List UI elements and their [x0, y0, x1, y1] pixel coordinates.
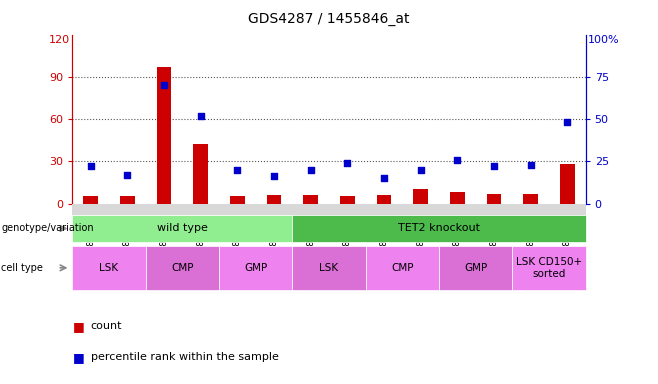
Text: LSK: LSK	[99, 263, 118, 273]
Point	[342, 160, 353, 166]
Bar	[340, 197, 355, 204]
Text: count: count	[91, 321, 122, 331]
Bar	[157, 67, 171, 204]
Point	[525, 162, 536, 168]
Text: GDS4287 / 1455846_at: GDS4287 / 1455846_at	[248, 12, 410, 25]
Text: percentile rank within the sample: percentile rank within the sample	[91, 352, 279, 362]
Bar	[523, 194, 538, 204]
Text: LSK: LSK	[319, 263, 339, 273]
Point	[305, 167, 316, 173]
Point	[415, 167, 426, 173]
Point	[562, 119, 572, 126]
Point	[86, 163, 96, 169]
Point	[452, 157, 463, 163]
Point	[379, 175, 390, 181]
Bar	[303, 195, 318, 204]
Text: CMP: CMP	[391, 263, 414, 273]
Point	[268, 174, 279, 180]
Bar	[193, 144, 208, 204]
Text: genotype/variation: genotype/variation	[1, 223, 94, 233]
Bar	[487, 194, 501, 204]
Bar	[376, 195, 392, 204]
Text: cell type: cell type	[1, 263, 43, 273]
Bar	[413, 189, 428, 204]
Point	[232, 167, 243, 173]
Text: GMP: GMP	[464, 263, 488, 273]
Text: 120: 120	[49, 35, 70, 45]
Text: ■: ■	[72, 320, 84, 333]
Bar	[84, 197, 98, 204]
Bar	[450, 192, 465, 204]
Bar	[120, 197, 135, 204]
Point	[195, 113, 206, 119]
Text: GMP: GMP	[244, 263, 267, 273]
Text: LSK CD150+
sorted: LSK CD150+ sorted	[516, 257, 582, 279]
Bar	[560, 164, 574, 204]
Text: TET2 knockout: TET2 knockout	[398, 223, 480, 233]
Bar	[266, 195, 282, 204]
Point	[159, 82, 169, 88]
Text: 100%: 100%	[588, 35, 620, 45]
Text: ■: ■	[72, 351, 84, 364]
Bar	[230, 197, 245, 204]
Text: wild type: wild type	[157, 223, 208, 233]
Point	[489, 163, 499, 169]
Text: CMP: CMP	[171, 263, 193, 273]
Point	[122, 172, 133, 178]
